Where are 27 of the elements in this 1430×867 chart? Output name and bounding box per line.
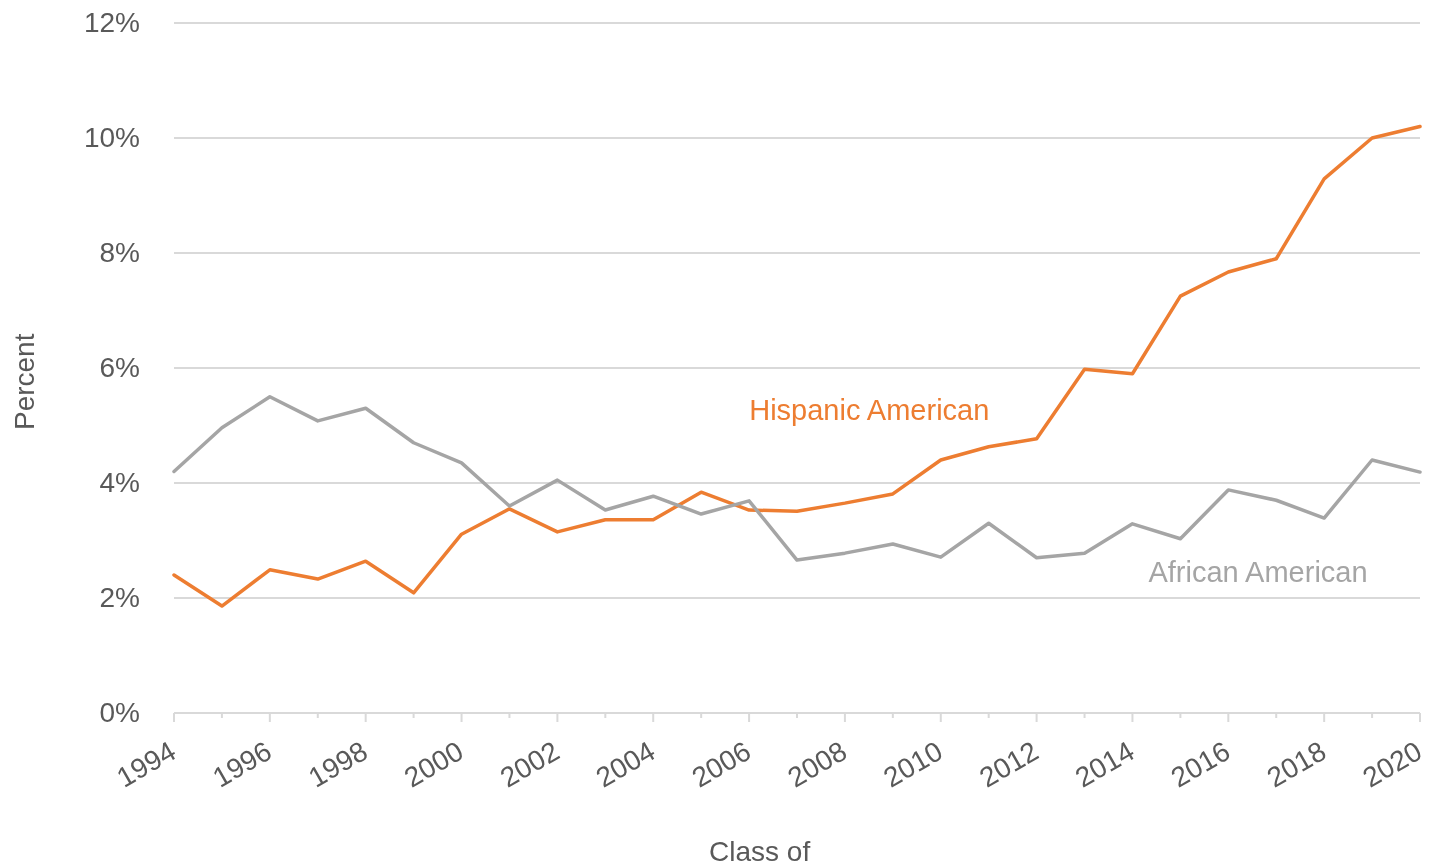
x-tick-label: 2012 <box>974 735 1044 794</box>
x-tick-label: 2002 <box>494 735 565 794</box>
x-tick-label: 1996 <box>207 735 277 794</box>
x-axis-title: Class of <box>709 836 811 867</box>
x-tick-label: 2014 <box>1070 735 1140 794</box>
series-label: Hispanic American <box>749 393 990 426</box>
x-tick-label: 2004 <box>590 735 661 794</box>
x-tick-label: 2000 <box>399 735 469 794</box>
series-label: African American <box>1148 555 1368 588</box>
line-series <box>172 395 1422 562</box>
y-tick-label: 6% <box>99 352 140 384</box>
x-tick-label: 2020 <box>1357 735 1427 794</box>
y-axis-title: Percent <box>9 333 40 431</box>
x-tick-label: 2018 <box>1261 735 1332 794</box>
y-tick-label: 2% <box>99 582 140 614</box>
x-tick-label: 1998 <box>303 735 373 794</box>
y-tick-label: 4% <box>99 467 140 499</box>
x-tick-label: 1994 <box>111 735 181 794</box>
x-tick-label: 2010 <box>878 735 948 794</box>
x-tick-label: 2006 <box>686 735 757 794</box>
y-tick-label: 12% <box>83 7 140 39</box>
y-tick-label: 8% <box>99 237 140 269</box>
y-tick-label: 0% <box>99 697 140 729</box>
y-tick-label: 10% <box>83 122 140 154</box>
line-series <box>172 124 1422 608</box>
x-tick-label: 2016 <box>1165 735 1236 794</box>
x-tick-label: 2008 <box>782 735 852 794</box>
